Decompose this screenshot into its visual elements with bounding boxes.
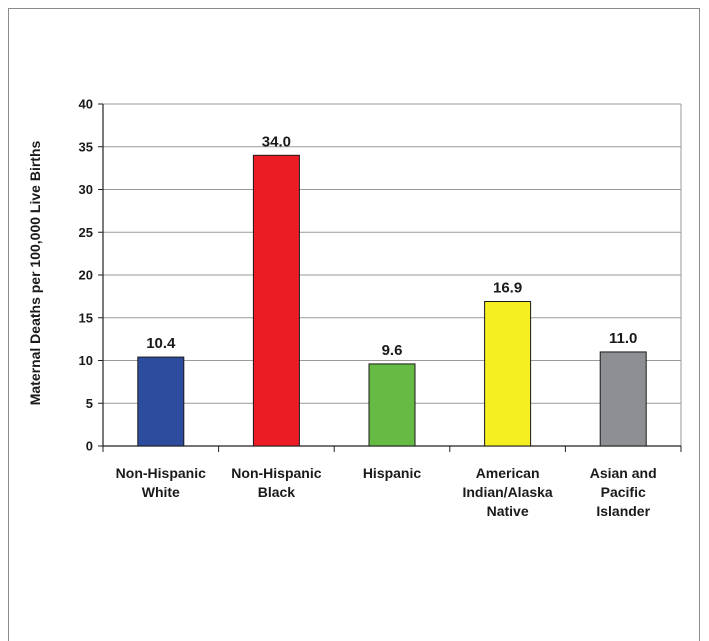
y-axis-label: Maternal Deaths per 100,000 Live Births: [27, 141, 43, 406]
y-tick-label: 25: [79, 225, 93, 240]
category-label-line: Hispanic: [363, 465, 422, 481]
category-label-line: Black: [258, 484, 296, 500]
bar: [368, 363, 416, 447]
category-label: Hispanic: [363, 465, 422, 481]
category-label-line: Native: [487, 503, 529, 519]
category-labels: Non-Hispanic White Non-Hispanic Black Hispan…: [116, 465, 657, 519]
data-label: 16.9: [493, 280, 522, 297]
y-tick-label: 5: [86, 396, 93, 411]
bar: [599, 351, 647, 447]
y-tick-label: 15: [79, 310, 93, 325]
y-tick-label: 20: [79, 268, 93, 283]
category-label-line: Non-Hispanic: [231, 465, 321, 481]
y-tick-label: 30: [79, 182, 93, 197]
y-tick-label: 0: [86, 439, 93, 454]
data-label: 11.0: [609, 330, 637, 347]
bars: [137, 154, 647, 447]
category-label-line: Islander: [596, 503, 650, 519]
y-tick-label: 10: [79, 353, 93, 368]
category-label-line: Pacific: [601, 484, 646, 500]
y-tick-label: 35: [79, 139, 93, 154]
category-label-line: Asian and: [590, 465, 657, 481]
chart-frame: [8, 8, 700, 641]
bar: [137, 356, 185, 447]
bar: [484, 301, 532, 447]
category-label: American Indian/Alaska Native: [462, 465, 552, 519]
category-label-line: Non-Hispanic: [116, 465, 206, 481]
category-label-line: Indian/Alaska: [462, 484, 552, 500]
category-label: Non-Hispanic White: [116, 465, 206, 500]
category-label-line: White: [142, 484, 180, 500]
data-label: 34.0: [262, 133, 291, 150]
category-label-line: American: [476, 465, 540, 481]
data-labels: 10.4 34.0 9.6 16.9 11.0: [146, 133, 637, 359]
data-label: 9.6: [382, 342, 403, 359]
data-label: 10.4: [146, 335, 176, 352]
category-label: Non-Hispanic Black: [231, 465, 321, 500]
y-tick-labels: 0 5 10 15 20 25 30 35 40: [79, 97, 93, 454]
y-tick-label: 40: [79, 97, 93, 112]
bar: [252, 154, 300, 447]
category-label: Asian and Pacific Islander: [590, 465, 657, 519]
